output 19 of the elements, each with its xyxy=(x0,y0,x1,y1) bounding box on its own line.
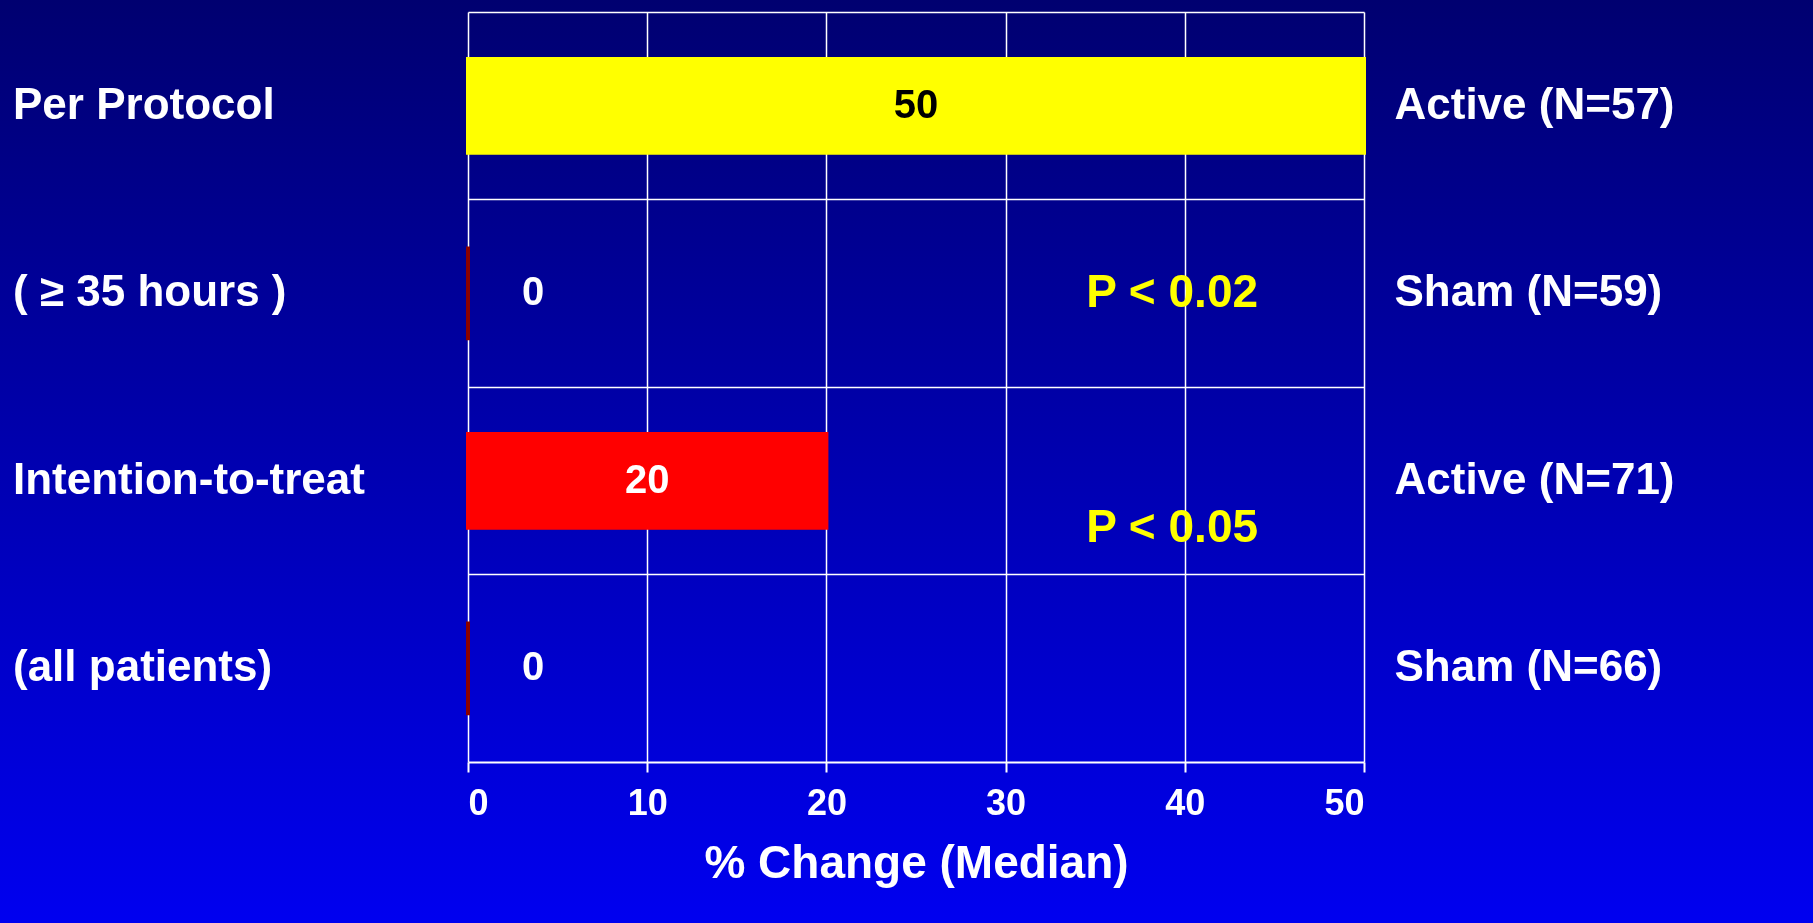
data-label: 50 xyxy=(893,81,939,126)
y-tick-label: Sham (N=59) xyxy=(1394,266,1663,316)
text: (all patients) xyxy=(13,641,273,691)
y-tick-label: Sham (N=66) xyxy=(1394,641,1663,691)
x-tick-label: 50 xyxy=(1324,781,1365,823)
data-label: 0 xyxy=(521,269,545,314)
x-tick-label: 40 xyxy=(1165,781,1206,823)
text: Per Protocol xyxy=(13,78,275,128)
x-tick-label: 10 xyxy=(627,781,668,823)
x-tick-label: 30 xyxy=(986,781,1027,823)
text: Intention-to-treat xyxy=(13,453,366,503)
x-axis-title: % Change (Median) xyxy=(704,835,1129,888)
text: ( ≥ 35 hours ) xyxy=(13,266,287,316)
y-tick-label: Active (N=57) xyxy=(1394,78,1675,128)
x-tick-label: 0 xyxy=(468,781,489,823)
data-label: 0 xyxy=(521,644,545,689)
data-label: 20 xyxy=(624,456,670,501)
x-tick-label: 20 xyxy=(806,781,847,823)
y-tick-label: Active (N=71) xyxy=(1394,453,1675,503)
